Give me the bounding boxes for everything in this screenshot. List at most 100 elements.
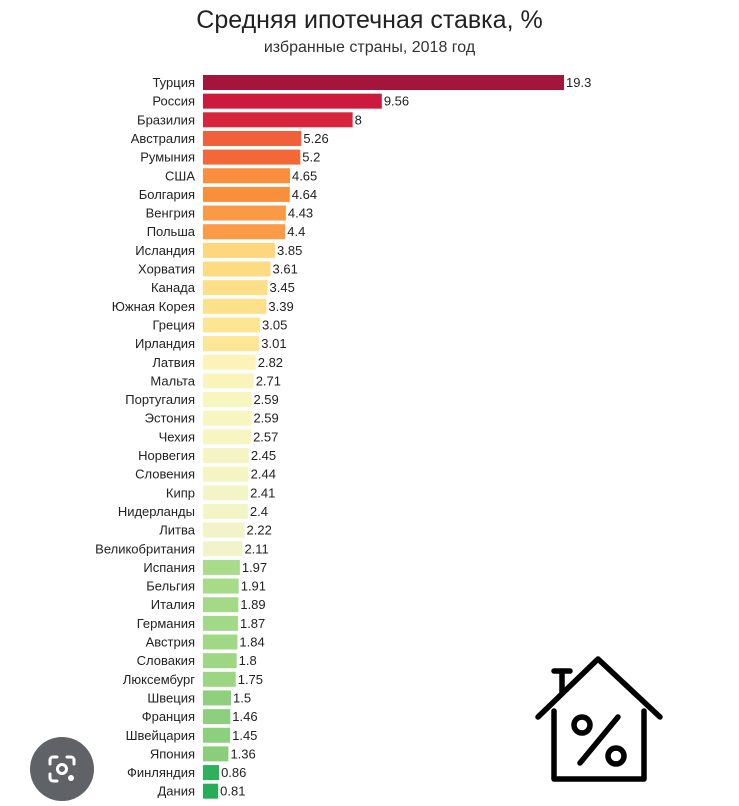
value-label: 3.45 xyxy=(270,280,295,295)
category-label: Болгария xyxy=(139,187,195,202)
bar-20 xyxy=(203,448,249,463)
bar-37 xyxy=(203,765,220,781)
category-label: Финляндия xyxy=(127,765,195,780)
bar-32 xyxy=(203,671,236,687)
category-label: Франция xyxy=(142,709,195,724)
chart-title: Средняя ипотечная ставка, % xyxy=(196,6,543,34)
bar-28 xyxy=(203,597,239,613)
category-label: Южная Корея xyxy=(112,299,195,314)
value-label: 2.82 xyxy=(258,355,283,370)
bar-1 xyxy=(203,93,382,109)
value-label: 1.5 xyxy=(233,690,251,705)
category-label: Турция xyxy=(152,75,195,90)
category-label: Польша xyxy=(147,224,196,239)
bar-21 xyxy=(203,466,249,482)
value-label: 19.3 xyxy=(566,75,591,90)
value-label: 3.05 xyxy=(262,317,287,332)
category-label: Мальта xyxy=(150,373,195,388)
category-label: Литва xyxy=(159,523,196,538)
bar-2 xyxy=(203,112,353,128)
bar-3 xyxy=(203,130,302,146)
bar-34 xyxy=(203,709,231,725)
value-label: 4.4 xyxy=(287,224,305,239)
bar-12 xyxy=(203,298,267,314)
value-label: 2.44 xyxy=(251,467,276,482)
value-label: 9.56 xyxy=(384,94,409,109)
category-label: США xyxy=(165,168,195,183)
value-label: 1.91 xyxy=(241,579,266,594)
value-label: 1.46 xyxy=(232,709,257,724)
category-label: Италия xyxy=(151,597,195,612)
category-label: Дания xyxy=(157,784,195,799)
category-label: Швеция xyxy=(147,690,195,705)
value-label: 5.2 xyxy=(302,150,320,165)
value-label: 2.45 xyxy=(251,448,276,463)
category-label: Чехия xyxy=(159,429,195,444)
category-label: Словакия xyxy=(137,653,195,668)
bar-8 xyxy=(203,224,286,240)
value-label: 1.84 xyxy=(239,635,264,650)
category-label: Хорватия xyxy=(138,262,195,277)
category-label: Россия xyxy=(152,94,195,109)
lens-button[interactable] xyxy=(30,737,94,801)
value-label: 1.87 xyxy=(240,616,265,631)
bar-18 xyxy=(203,410,252,426)
bar-38 xyxy=(203,783,219,799)
value-label: 0.81 xyxy=(220,784,245,799)
value-label: 2.57 xyxy=(253,429,278,444)
value-label: 1.45 xyxy=(232,728,257,743)
category-label: Канада xyxy=(151,280,196,295)
category-label: Нидерланды xyxy=(118,504,195,519)
value-label: 0.86 xyxy=(221,765,246,780)
category-label: Япония xyxy=(150,746,195,761)
bar-17 xyxy=(203,392,252,408)
bar-23 xyxy=(203,503,248,519)
category-label: Ирландия xyxy=(135,336,195,351)
bar-35 xyxy=(203,727,231,743)
bar-4 xyxy=(203,149,301,165)
value-label: 2.59 xyxy=(253,392,278,407)
bar-19 xyxy=(203,429,252,445)
category-label: Латвия xyxy=(152,355,195,370)
bar-27 xyxy=(203,578,239,594)
bar-22 xyxy=(203,485,249,501)
value-label: 2.41 xyxy=(250,485,275,500)
category-label: Бельгия xyxy=(146,579,195,594)
value-label: 4.65 xyxy=(292,168,317,183)
category-label: Словения xyxy=(135,467,195,482)
category-label: Норвегия xyxy=(138,448,195,463)
category-label: Румыния xyxy=(140,150,195,165)
bar-24 xyxy=(203,522,245,538)
value-label: 3.85 xyxy=(277,243,302,258)
value-label: 1.36 xyxy=(230,746,255,761)
bar-33 xyxy=(203,690,232,706)
bar-36 xyxy=(203,746,229,762)
lens-icon xyxy=(48,755,76,783)
category-label: Люксембург xyxy=(123,672,195,687)
category-label: Венгрия xyxy=(146,206,195,221)
bar-9 xyxy=(203,242,276,258)
bar-16 xyxy=(203,373,254,389)
bar-6 xyxy=(203,186,290,202)
bar-31 xyxy=(203,653,237,669)
bar-29 xyxy=(203,615,238,631)
value-label: 2.22 xyxy=(247,523,272,538)
bar-15 xyxy=(203,354,256,370)
category-label: Греция xyxy=(152,317,195,332)
value-label: 3.01 xyxy=(261,336,286,351)
house-percent-icon xyxy=(535,656,663,782)
value-label: 4.64 xyxy=(292,187,317,202)
category-label: Австралия xyxy=(131,131,195,146)
category-label: Эстония xyxy=(145,411,195,426)
value-label: 5.26 xyxy=(303,131,328,146)
bar-0 xyxy=(203,75,564,90)
value-label: 2.71 xyxy=(256,373,281,388)
value-label: 4.43 xyxy=(288,206,313,221)
category-label: Португалия xyxy=(125,392,195,407)
value-label: 1.89 xyxy=(240,597,265,612)
value-label: 8 xyxy=(355,112,362,127)
bar-13 xyxy=(203,317,261,333)
bar-7 xyxy=(203,205,286,221)
bar-5 xyxy=(203,168,290,184)
